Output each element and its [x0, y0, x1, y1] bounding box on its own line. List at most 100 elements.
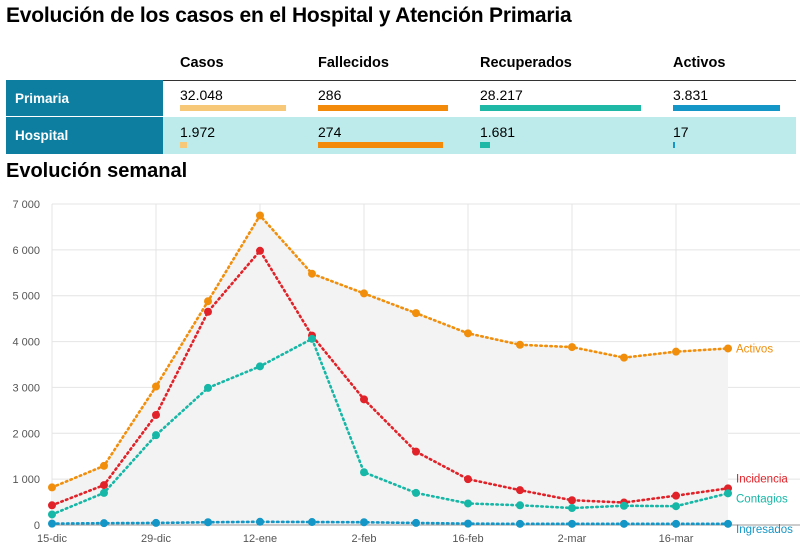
page-title: Evolución de los casos en el Hospital y …	[6, 4, 572, 27]
cell-value: 1.681	[480, 124, 516, 140]
series-label-incidencia: Incidencia	[736, 473, 788, 485]
y-tick-label: 6 000	[12, 245, 40, 257]
data-point-incidencia	[152, 410, 160, 419]
data-point-ingresados	[568, 519, 576, 528]
value-bar	[180, 105, 286, 111]
x-tick-label: 12-ene	[243, 533, 277, 545]
data-point-contagios	[100, 488, 108, 497]
x-tick-label: 16-mar	[659, 533, 694, 545]
y-tick-label: 4 000	[12, 337, 40, 349]
y-tick-label: 5 000	[12, 291, 40, 303]
series-label-activos: Activos	[736, 343, 773, 355]
value-bar	[318, 105, 448, 111]
cell-value: 3.831	[673, 87, 709, 103]
weekly-evolution-chart: 0 1 000 2 000 3 000 4 000 5 000 6 000 7 000 15-d…	[12, 199, 800, 545]
series-line-contagios	[50, 336, 730, 516]
data-point-activos	[152, 382, 160, 391]
data-point-incidencia	[516, 486, 524, 495]
data-point-ingresados	[360, 518, 368, 527]
data-point-activos	[256, 211, 264, 220]
header-fallecidos: Fallecidos	[318, 55, 389, 71]
series-line-ingresados	[50, 520, 730, 526]
x-tick-label: 2-feb	[351, 533, 376, 545]
y-tick-label: 3 000	[12, 382, 40, 394]
data-point-contagios	[256, 362, 264, 371]
table-divider	[6, 80, 796, 81]
y-tick-label: 1 000	[12, 474, 40, 486]
data-point-ingresados	[308, 518, 316, 527]
x-tick-label: 16-feb	[452, 533, 483, 545]
value-bar	[480, 142, 490, 148]
cell-value: 286	[318, 87, 342, 103]
data-point-contagios	[568, 504, 576, 513]
value-bar	[673, 105, 780, 111]
cell-value: 28.217	[480, 87, 523, 103]
shaded-area	[52, 215, 728, 525]
value-bar	[673, 142, 676, 148]
data-point-activos	[464, 329, 472, 338]
data-point-incidencia	[256, 246, 264, 255]
data-point-activos	[48, 483, 56, 492]
data-point-contagios	[360, 468, 368, 477]
cell-value: 274	[318, 124, 342, 140]
data-point-ingresados	[48, 519, 56, 528]
cell-value: 1.972	[180, 124, 216, 140]
data-point-ingresados	[724, 519, 732, 528]
row-label-hospital: Hospital	[6, 117, 163, 154]
data-point-contagios	[308, 334, 316, 343]
series-label-contagios: Contagios	[736, 493, 788, 505]
header-casos: Casos	[180, 55, 224, 71]
data-point-activos	[620, 353, 628, 362]
cases-table: Casos Fallecidos Recuperados Activos Pri…	[6, 44, 796, 154]
cell-value: 32.048	[180, 87, 223, 103]
data-point-activos	[724, 344, 732, 353]
value-bar	[480, 105, 641, 111]
data-point-incidencia	[204, 307, 212, 316]
value-bar	[318, 142, 443, 148]
row-label-primaria: Primaria	[6, 80, 163, 116]
data-point-ingresados	[256, 517, 264, 526]
data-point-ingresados	[516, 519, 524, 528]
data-point-ingresados	[204, 518, 212, 527]
table-row-primaria: Primaria 32.048 286 28.217 3.831	[6, 80, 796, 117]
header-activos: Activos	[673, 55, 726, 71]
data-point-contagios	[48, 510, 56, 519]
x-tick-label: 15-dic	[37, 533, 67, 545]
data-point-activos	[204, 297, 212, 306]
data-point-ingresados	[100, 519, 108, 528]
data-point-activos	[568, 343, 576, 352]
data-point-contagios	[412, 488, 420, 497]
data-point-ingresados	[412, 518, 420, 527]
data-point-activos	[516, 340, 524, 349]
series-label-ingresados: Ingresados	[736, 524, 793, 536]
data-point-contagios	[152, 431, 160, 440]
table-row-hospital: Hospital 1.972 274 1.681 17	[6, 117, 796, 154]
data-point-incidencia	[48, 501, 56, 510]
data-point-incidencia	[568, 496, 576, 505]
data-point-incidencia	[360, 395, 368, 404]
data-point-activos	[672, 347, 680, 356]
data-point-activos	[100, 461, 108, 470]
data-point-contagios	[464, 499, 472, 508]
series-line-incidencia	[50, 248, 730, 507]
chart-title: Evolución semanal	[6, 160, 188, 182]
x-tick-label: 29-dic	[141, 533, 171, 545]
data-point-ingresados	[672, 519, 680, 528]
data-point-incidencia	[672, 491, 680, 500]
header-recuperados: Recuperados	[480, 55, 572, 71]
data-point-contagios	[204, 383, 212, 392]
data-point-incidencia	[412, 447, 420, 456]
data-point-contagios	[516, 501, 524, 510]
data-point-contagios	[724, 489, 732, 498]
data-point-incidencia	[464, 475, 472, 484]
value-bar	[180, 142, 187, 148]
data-point-activos	[412, 309, 420, 318]
data-point-activos	[360, 289, 368, 298]
y-tick-label: 2 000	[12, 428, 40, 440]
data-point-ingresados	[620, 519, 628, 528]
series-line-activos	[50, 213, 730, 489]
data-point-activos	[308, 269, 316, 278]
y-tick-label: 7 000	[12, 199, 40, 211]
y-tick-label: 0	[34, 520, 40, 532]
data-point-contagios	[620, 501, 628, 510]
